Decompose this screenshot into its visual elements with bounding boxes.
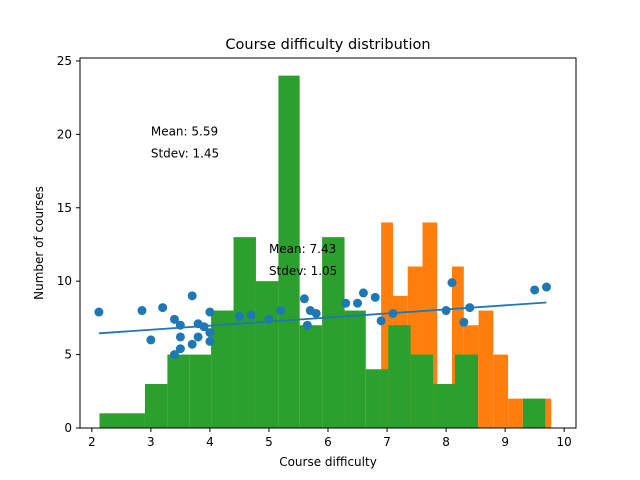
scatter-point [169,350,179,360]
hist-bar [508,398,523,428]
scatter-point [205,336,215,346]
hist-bar [255,281,279,428]
x-tick-label: 7 [383,435,391,449]
hist-bar [189,354,212,428]
annotation-mean: Mean: 7.43 [269,242,336,256]
hist-bar [144,383,168,428]
scatter-point [193,332,203,342]
scatter-point [302,320,312,330]
scatter-group [94,278,551,360]
annotation-mean: Mean: 5.59 [151,124,218,138]
y-axis-label: Number of courses [32,186,46,300]
hist-bar [388,325,411,428]
hist-bar [452,266,464,428]
scatter-point [441,306,451,316]
x-tick-label: 9 [501,435,509,449]
hist-bar [381,222,393,428]
x-tick-label: 2 [88,435,96,449]
y-axis-ticks: 0 5 10 15 20 25 [57,54,80,435]
hist-bar [433,383,455,428]
hist-bar [278,75,300,428]
hist-bar [99,413,123,428]
y-tick-label: 20 [57,127,72,141]
hist-bar [365,369,380,428]
y-tick-label: 15 [57,201,72,215]
scatter-point [299,294,309,304]
hist-bar [344,310,366,428]
hist-bar [122,413,145,428]
x-axis-ticks: 2 3 4 5 6 7 8 9 10 [88,428,572,449]
annotation-stdev: Stdev: 1.45 [151,146,219,160]
x-tick-label: 8 [442,435,450,449]
scatter-point [205,328,215,338]
scatter-point [276,306,286,316]
scatter-point [137,306,147,316]
scatter-point [94,307,104,317]
scatter-point [341,298,351,308]
scatter-point [187,339,197,349]
chart-title: Course difficulty distribution [225,37,430,53]
hist-bar [522,398,546,428]
bars-group [99,75,552,428]
scatter-point [158,303,168,313]
y-tick-label: 10 [57,274,72,288]
fit-line [98,301,547,335]
x-tick-label: 6 [324,435,332,449]
y-tick-label: 0 [64,421,72,435]
hist-bar [379,369,389,428]
hist-bar [493,354,509,428]
scatter-point [541,282,551,292]
hist-bar [410,354,434,428]
scatter-point [187,291,197,301]
hist-bar [211,310,234,428]
scatter-point [169,314,179,324]
fit-line-group [98,301,547,335]
scatter-point [358,288,368,298]
scatter-point [246,310,256,320]
scatter-point [234,311,244,321]
hist-bar [299,325,323,428]
scatter-point [175,332,185,342]
x-tick-label: 4 [206,435,214,449]
scatter-point [530,285,540,295]
x-tick-label: 10 [557,435,572,449]
scatter-point [311,308,321,318]
scatter-point [459,317,469,327]
annotation-stdev: Stdev: 1.05 [269,264,337,278]
hist-bar [454,354,478,428]
scatter-point [205,307,215,317]
scatter-point [146,335,156,345]
hist-bar [167,354,190,428]
scatter-point [376,316,386,326]
hist-bar [233,237,256,428]
scatter-point [447,278,457,288]
y-tick-label: 25 [57,54,72,68]
hist-bar [478,310,494,428]
annotations-group: Mean: 5.59 Stdev: 1.45 Mean: 7.43 Stdev: 1.… [151,124,337,277]
hist-bar [322,237,345,428]
x-tick-label: 3 [147,435,155,449]
y-tick-label: 5 [64,348,72,362]
scatter-point [175,344,185,354]
x-axis-label: Course difficulty [279,455,377,469]
scatter-point [370,292,380,302]
x-tick-label: 5 [265,435,273,449]
scatter-point [353,298,363,308]
